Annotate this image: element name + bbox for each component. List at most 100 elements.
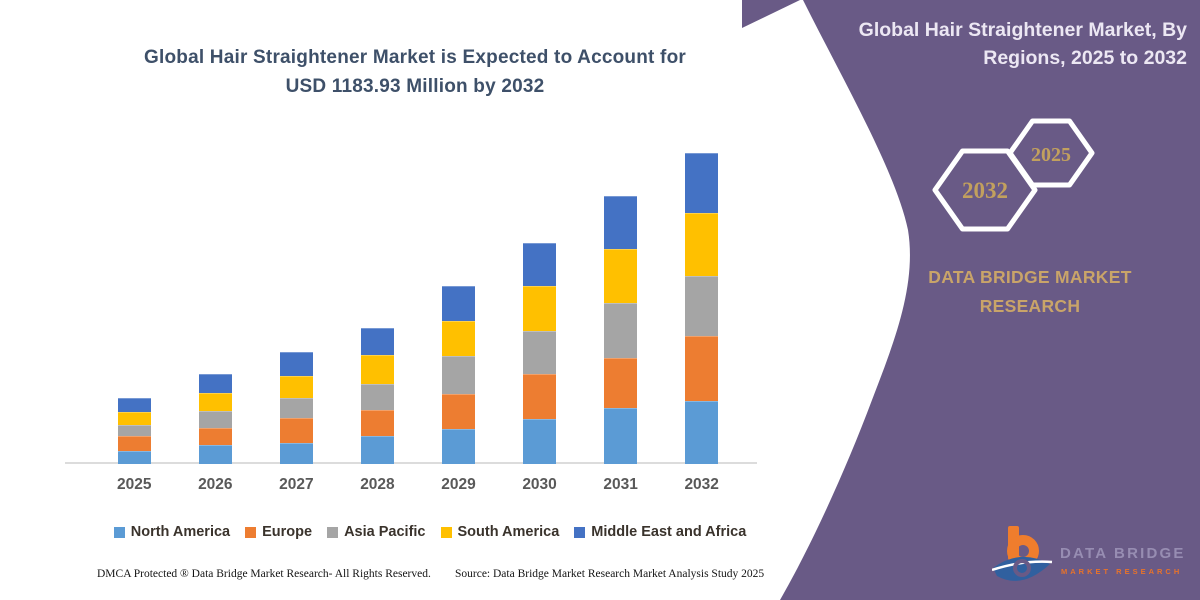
stacked-bar-2025	[117, 398, 151, 464]
x-axis-line	[65, 462, 757, 464]
x-axis-label-2030: 2030	[522, 476, 557, 493]
panel-title: Global Hair Straightener Market, By Regi…	[858, 19, 1187, 70]
bar-segment-2027-asia-pacific	[279, 398, 313, 418]
bar-segment-2025-middle-east-and-africa	[117, 398, 151, 412]
bar-segment-2032-middle-east-and-africa	[685, 153, 719, 214]
chart-legend: North America Europe Asia Pacific South Ame…	[80, 524, 780, 540]
bar-segment-2030-south-america	[523, 286, 557, 331]
bar-segment-2025-south-america	[117, 411, 151, 426]
bar-segment-2026-north-america	[198, 444, 232, 464]
chart-title-line2: USD 1183.93 Million by 2032	[285, 75, 545, 97]
hexagon-2032	[932, 148, 1038, 232]
stacked-bar-2030	[523, 242, 557, 464]
chart-title: Global Hair Straightener Market is Expec…	[95, 44, 735, 101]
bar-segment-2027-north-america	[279, 443, 313, 464]
legend-marker-icon	[574, 526, 586, 538]
bar-segment-2025-asia-pacific	[117, 425, 151, 436]
brand-wordmark: DATA BRIDGE MARKET RESEARCH	[900, 263, 1160, 321]
x-axis-label-2031: 2031	[603, 476, 638, 493]
hexagon-2025-label: 2025	[1031, 144, 1071, 166]
bar-segment-2029-middle-east-and-africa	[441, 286, 475, 321]
legend-item-north-america: North America	[113, 524, 231, 540]
bar-segment-2028-middle-east-and-africa	[360, 328, 394, 355]
legend-item-asia-pacific: Asia Pacific	[327, 524, 426, 540]
chart-title-line1: Global Hair Straightener Market is Expec…	[144, 47, 686, 68]
logo-icon	[992, 526, 1053, 581]
bar-segment-2032-asia-pacific	[685, 276, 719, 337]
data-bridge-logo: DATA BRIDGE MARKET RESEARCH	[992, 526, 1186, 581]
bar-segment-2026-asia-pacific	[198, 411, 232, 428]
bar-segment-2031-europe	[604, 358, 638, 408]
legend-label: North America	[130, 524, 231, 540]
logo-subtitle-text: MARKET RESEARCH	[1061, 567, 1182, 576]
bar-chart: 2025 2026 2027 2028 2029 2030 2031 2032	[65, 128, 757, 500]
legend-label: Europe	[262, 524, 313, 540]
bar-segment-2027-middle-east-and-africa	[279, 352, 313, 377]
legend-marker-icon	[113, 526, 125, 538]
bar-segment-2027-south-america	[279, 376, 313, 398]
logo-title-text: DATA BRIDGE	[1060, 545, 1186, 562]
bar-segment-2030-europe	[523, 374, 557, 420]
bar-segment-2025-europe	[117, 435, 151, 451]
footer-dmca-text: DMCA Protected ® Data Bridge Market Rese…	[97, 568, 431, 580]
hexagon-years-graphic: 2025 2032	[932, 118, 1095, 232]
purple-corner-wedge	[742, 0, 800, 28]
bar-slot-2026: 2026	[198, 374, 233, 500]
legend-label: Middle East and Africa	[591, 524, 747, 540]
bar-segment-2025-north-america	[117, 450, 151, 464]
stacked-bar-2029	[441, 286, 475, 464]
bar-segment-2031-middle-east-and-africa	[604, 196, 638, 249]
legend-marker-icon	[327, 526, 339, 538]
stacked-bar-2031	[604, 196, 638, 464]
bar-segment-2029-asia-pacific	[441, 355, 475, 395]
stacked-bar-2027	[279, 352, 313, 464]
x-axis-label-2028: 2028	[360, 476, 395, 493]
bars-container: 2025 2026 2027 2028 2029 2030 2031 2032	[65, 128, 757, 500]
bar-slot-2028: 2028	[360, 328, 395, 500]
bar-segment-2030-middle-east-and-africa	[523, 242, 557, 287]
bar-segment-2028-asia-pacific	[360, 383, 394, 410]
bar-segment-2028-north-america	[360, 435, 394, 464]
bar-segment-2027-europe	[279, 418, 313, 443]
bar-segment-2031-north-america	[604, 408, 638, 464]
hexagon-2032-label: 2032	[962, 178, 1008, 203]
bar-segment-2028-europe	[360, 409, 394, 436]
bar-slot-2030: 2030	[522, 242, 557, 500]
legend-marker-icon	[245, 526, 257, 538]
bar-segment-2029-north-america	[441, 429, 475, 464]
bar-segment-2026-europe	[198, 427, 232, 445]
stacked-bar-2026	[198, 374, 232, 464]
bar-segment-2032-south-america	[685, 213, 719, 277]
bar-segment-2032-europe	[685, 336, 719, 401]
x-axis-label-2027: 2027	[279, 476, 314, 493]
bar-segment-2028-south-america	[360, 354, 394, 384]
bar-segment-2029-south-america	[441, 320, 475, 356]
stacked-bar-2028	[360, 328, 394, 464]
bar-segment-2030-asia-pacific	[523, 330, 557, 375]
x-axis-label-2025: 2025	[117, 476, 152, 493]
brand-line1: DATA BRIDGE MARKET	[928, 267, 1132, 287]
legend-item-south-america: South America	[440, 524, 560, 540]
bar-slot-2027: 2027	[279, 352, 314, 500]
bar-slot-2031: 2031	[603, 196, 638, 500]
legend-label: Asia Pacific	[344, 524, 426, 540]
x-axis-label-2026: 2026	[198, 476, 233, 493]
bar-segment-2032-north-america	[685, 401, 719, 464]
legend-label: South America	[457, 524, 560, 540]
bar-slot-2029: 2029	[441, 286, 476, 500]
legend-item-europe: Europe	[245, 524, 312, 540]
x-axis-label-2029: 2029	[441, 476, 476, 493]
bar-segment-2026-middle-east-and-africa	[198, 374, 232, 393]
stacked-bar-2032	[685, 153, 719, 464]
bar-segment-2031-south-america	[604, 248, 638, 304]
legend-marker-icon	[440, 526, 452, 538]
bar-segment-2030-north-america	[523, 419, 557, 464]
x-axis-label-2032: 2032	[684, 476, 719, 493]
bar-segment-2029-europe	[441, 394, 475, 430]
bar-slot-2025: 2025	[117, 398, 151, 500]
legend-item-middle-east-and-africa: Middle East and Africa	[574, 524, 746, 540]
bar-slot-2032: 2032	[684, 153, 719, 500]
footer-source-text: Source: Data Bridge Market Research Mark…	[455, 568, 765, 580]
bar-segment-2031-asia-pacific	[604, 303, 638, 359]
